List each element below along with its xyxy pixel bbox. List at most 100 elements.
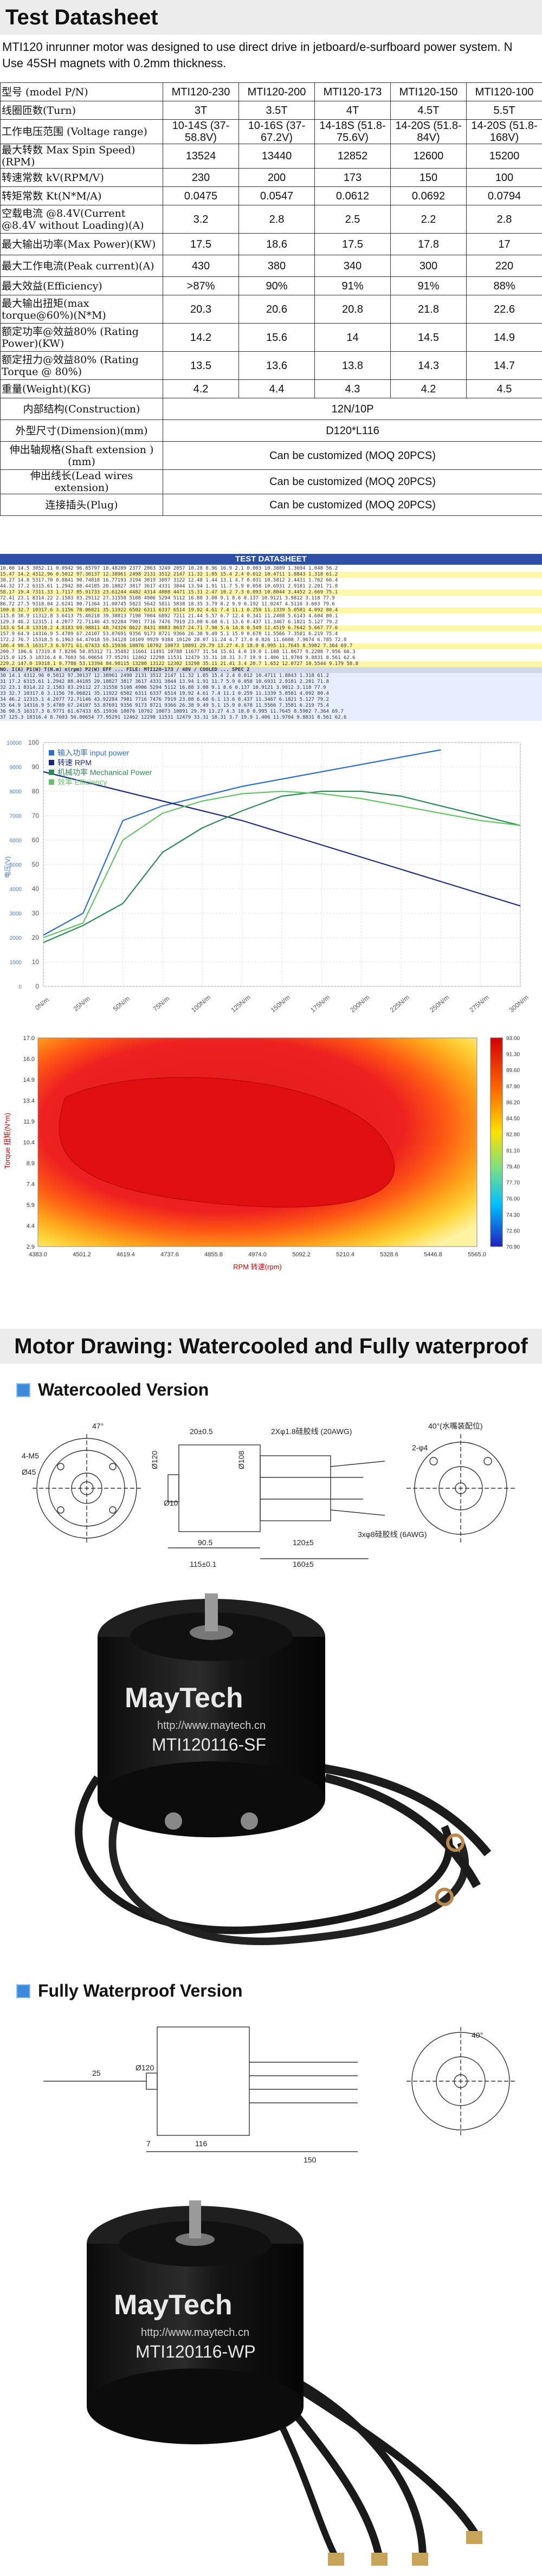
x-tick-label: 4855.8 bbox=[204, 1251, 223, 1258]
data-row: 35 64.9 14316.9 5.4789 67.24107 53.87691… bbox=[0, 703, 542, 709]
data-row: 172.2 76.7 15318.5 6.1963 64.47018 59.34… bbox=[0, 637, 347, 643]
spec-row: 重量(Weight)(KG) 4.2 4.4 4.3 4.2 4.5 bbox=[0, 379, 542, 398]
spec-value: 14.7 bbox=[466, 351, 542, 380]
spec-value: 340 bbox=[314, 255, 391, 277]
waterproof-title-text: Fully Waterproof Version bbox=[38, 1981, 243, 2000]
waterproof-drawing: Ø120 116 7 25 150 40° bbox=[43, 2026, 515, 2164]
x-tick-label: 150N/m bbox=[269, 993, 292, 1014]
waterproof-motor-photo: MayTech http://www.maytech.cn MTI120116-… bbox=[87, 2200, 482, 2566]
spec-label: 额定功率@效益80% (Rating Power)(KW) bbox=[0, 323, 163, 352]
spec-value: 21.8 bbox=[390, 295, 467, 324]
spec-label: 空载电流 @8.4V(Current @8.4V without Loading… bbox=[0, 205, 163, 234]
spec-row: 最大工作电流(Peak current)(A) 430 380 340 300 220 bbox=[0, 255, 542, 277]
data-row: 36 90.5 16317.3 6.9771 61.67433 65.15936… bbox=[0, 709, 542, 715]
spec-value: 2.8 bbox=[238, 205, 315, 234]
spec-label: 伸出线长(Lead wires extension) bbox=[0, 469, 163, 494]
legend-entry: 机械功率 Mechanical Power bbox=[57, 768, 152, 777]
legend-entry: 输入功率 input power bbox=[57, 748, 130, 757]
spec-value: 14.3 bbox=[390, 351, 467, 380]
y-left-tick-label: 5000 bbox=[10, 862, 22, 868]
spec-value: 3.5T bbox=[238, 101, 315, 120]
x-tick-label: 125N/m bbox=[229, 993, 251, 1014]
y-tick-label: 80 bbox=[32, 787, 40, 795]
spec-label: 连接插头(Plug) bbox=[0, 494, 163, 516]
square-bullet-icon bbox=[16, 1984, 30, 1998]
data-row: NO. I(A) P1(W) T(N.m) n(rpm) P2(W) EFF .… bbox=[0, 667, 542, 673]
test-data-grid: 10.00 14.5 3052.11 0.0942 96.85797 10.48… bbox=[0, 566, 542, 728]
x-tick-label: 175N/m bbox=[309, 993, 331, 1014]
spec-label: 工作电压范围 (Voltage range) bbox=[0, 119, 163, 144]
y-tick-label: 10.4 bbox=[23, 1140, 35, 1146]
y-left-tick-label: 0 bbox=[18, 984, 22, 990]
spec-value: 15.6 bbox=[238, 323, 315, 352]
dim-label: 20±0.5 bbox=[190, 1427, 213, 1436]
data-row: 215.0 125.3 18316.4 8.7603 56.00654 77.9… bbox=[0, 655, 356, 661]
datasheet-title-text: Test Datasheet bbox=[5, 5, 158, 29]
brand-url: http://www.maytech.cn bbox=[141, 2327, 249, 2339]
x-tick-label: 5092.2 bbox=[292, 1251, 311, 1258]
spec-value: 200 bbox=[238, 168, 315, 187]
legend-swatch bbox=[49, 760, 54, 765]
spec-value: 13.5 bbox=[163, 351, 239, 380]
legend-swatch bbox=[49, 770, 54, 775]
x-tick-label: 5565.0 bbox=[468, 1251, 486, 1258]
x-tick-label: 100N/m bbox=[190, 993, 212, 1014]
legend-entry: 效率 Efficiency bbox=[57, 778, 107, 786]
spec-label: 最大工作电流(Peak current)(A) bbox=[0, 255, 163, 277]
series-line bbox=[43, 771, 521, 907]
spec-value: 14.5 bbox=[390, 323, 467, 352]
spec-value: 4T bbox=[314, 101, 391, 120]
spec-value: 173 bbox=[314, 168, 391, 187]
dim-label: 116 bbox=[195, 2139, 208, 2148]
waterproof-title: Fully Waterproof Version bbox=[16, 1981, 243, 2001]
y-tick-label: 7.4 bbox=[27, 1182, 35, 1188]
spec-value: 0.0547 bbox=[238, 186, 315, 205]
spec-row: 伸出线长(Lead wires extension) Can be customi… bbox=[0, 469, 542, 494]
spec-value: MTI120-173 bbox=[314, 82, 391, 101]
data-row: 44.32 17.2 6315.61 1.2942 88.44185 20.18… bbox=[0, 584, 338, 589]
spec-value: 0.0692 bbox=[390, 186, 467, 205]
y-tick-label: 10 bbox=[32, 958, 40, 966]
spec-value: 17.8 bbox=[390, 233, 467, 255]
spec-label: 最大输出功率(Max Power)(KW) bbox=[0, 233, 163, 255]
y-left-tick-label: 1000 bbox=[10, 960, 22, 966]
spec-value: 2.5 bbox=[314, 205, 391, 234]
y-left-tick-label: 7000 bbox=[10, 814, 22, 819]
spec-value: 20.6 bbox=[238, 295, 315, 324]
dim-label: 150 bbox=[304, 2155, 317, 2164]
spec-value: 13.6 bbox=[238, 351, 315, 380]
spec-row: 额定扭力@效益80% (Rating Torque @ 80%) 13.5 13.6… bbox=[0, 351, 542, 380]
y-tick-label: 40 bbox=[32, 885, 40, 893]
spec-value: 0.0794 bbox=[466, 186, 542, 205]
spec-value: 3.2 bbox=[163, 205, 239, 234]
spec-value: 220 bbox=[466, 255, 542, 277]
data-row: 32 23.1 8314.22 2.1583 83.29112 27.31558… bbox=[0, 685, 542, 691]
performance-chart: 0N/m 25N/m 50N/m 75N/m 100N/m 125N/m 150N/m 175… bbox=[4, 739, 530, 1014]
legend-swatch bbox=[49, 750, 54, 756]
y-tick-label: 70 bbox=[32, 812, 40, 819]
brand-logo: MayTech bbox=[125, 1682, 243, 1714]
spec-value: 230 bbox=[163, 168, 239, 187]
spec-label: 内部结构(Construction) bbox=[0, 398, 163, 420]
spec-row: 最大输出功率(Max Power)(KW) 17.5 18.6 17.5 17.8 17 bbox=[0, 233, 542, 255]
dim-label: 160±5 bbox=[293, 1560, 314, 1568]
y-tick-label: 4.4 bbox=[27, 1223, 35, 1230]
dim-label: Ø45 bbox=[22, 1468, 36, 1476]
x-tick-label: 4383.0 bbox=[29, 1251, 47, 1258]
series-line bbox=[43, 790, 521, 939]
dim-label: Ø120 bbox=[136, 2063, 154, 2072]
watercooled-title: Watercooled Version bbox=[16, 1380, 209, 1400]
drawing-section-title: Motor Drawing: Watercooled and Fully wat… bbox=[0, 1329, 542, 1364]
spec-value: 20.8 bbox=[314, 295, 391, 324]
spec-value: 0.0475 bbox=[163, 186, 239, 205]
colorbar-tick-label: 91.30 bbox=[506, 1052, 520, 1058]
spec-value: >87% bbox=[163, 276, 239, 295]
spec-label: 转矩常数 Kt(N*M/A) bbox=[0, 186, 163, 205]
data-row: 129.3 46.2 12315.1 4.2077 72.71146 43.92… bbox=[0, 619, 338, 625]
dim-label: 40° bbox=[472, 2031, 483, 2039]
dim-label: 7 bbox=[146, 2139, 151, 2148]
dim-label: Ø10 bbox=[164, 1499, 178, 1507]
spec-value: 0.0612 bbox=[314, 186, 391, 205]
data-row: 58.17 19.4 7311.33 1.7117 85.91733 23.61… bbox=[0, 590, 542, 596]
spec-value: 2.8 bbox=[466, 205, 542, 234]
